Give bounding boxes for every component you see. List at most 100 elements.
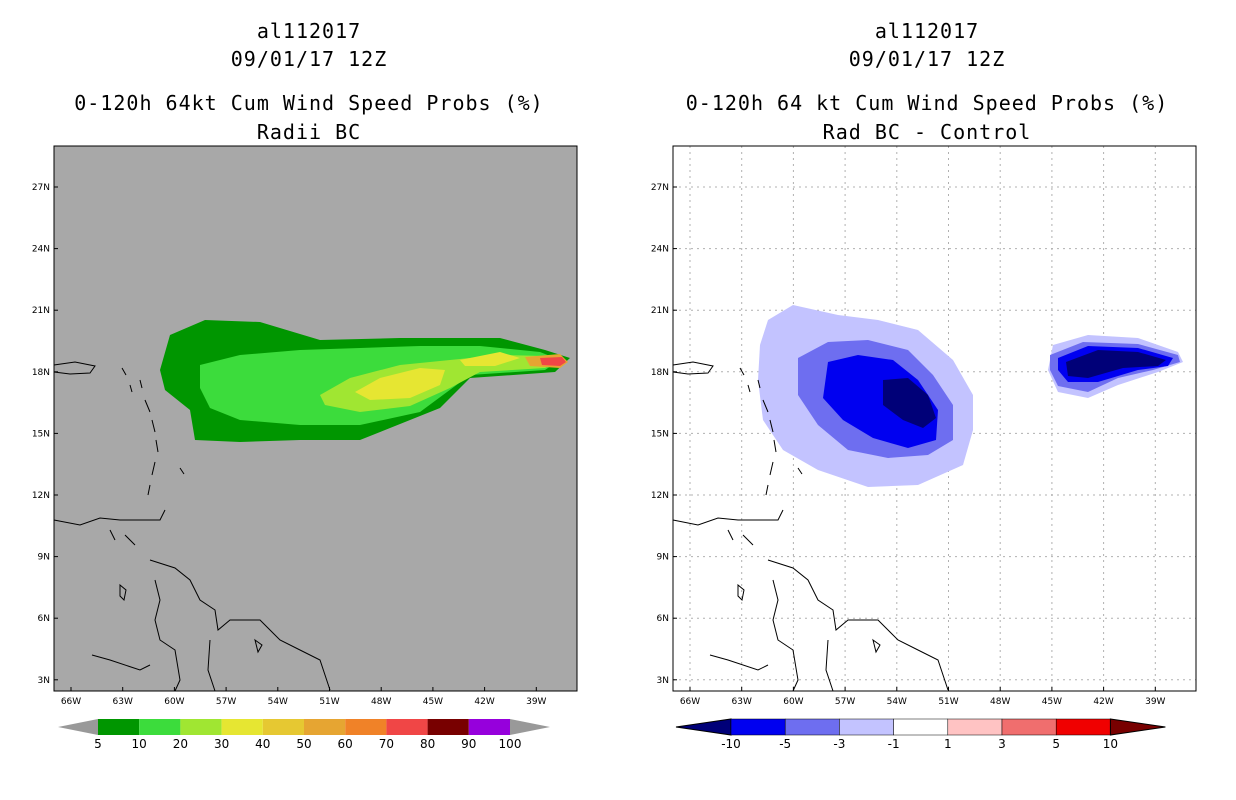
colorbar-segment [784, 718, 840, 736]
lon-label: 66W [61, 697, 81, 707]
colorbar-label: 80 [420, 737, 435, 751]
lon-label: 42W [474, 697, 494, 707]
colorbar-label: 70 [379, 737, 394, 751]
colorbar-label: 5 [1052, 737, 1060, 751]
lat-label: 12N [651, 491, 669, 501]
gridlines [673, 146, 1196, 691]
coastline-lake [737, 583, 881, 654]
colorbar-segment [180, 719, 222, 735]
colorbar-arrow-high [510, 719, 550, 735]
colorbar-label: 3 [998, 737, 1006, 751]
right-map-panel: al112017 09/01/17 12Z 0-120h 64 kt Cum W… [618, 0, 1236, 800]
storm-id-title: al112017 [256, 19, 362, 43]
latitude-labels: 27N 24N 21N 18N 15N 12N 9N 6N 3N [651, 183, 677, 686]
colorbar-segment [386, 719, 428, 735]
map-plot: 27N 24N 21N 18N 15N 12N 9N 6N 3N 66W 63W 60W 57W 54W… [32, 145, 578, 751]
colorbar-arrow-high [1109, 718, 1166, 736]
lat-label: 21N [32, 306, 50, 316]
colorbar-segment [139, 719, 181, 735]
colorbar-label: 100 [499, 737, 522, 751]
lat-label: 6N [38, 614, 50, 624]
lon-label: 57W [216, 697, 236, 707]
subtitle: Radii BC [256, 120, 362, 144]
colorbar-segment [1001, 718, 1057, 736]
colorbar-segment [262, 719, 304, 735]
lat-label: 6N [657, 614, 669, 624]
lat-label: 12N [32, 491, 50, 501]
map-frame [672, 145, 1197, 692]
colorbar-label: -5 [779, 737, 791, 751]
colorbar-label: 60 [338, 737, 353, 751]
colorbar: -10 -5 -3 -1 1 3 5 10 [675, 718, 1166, 751]
coastline-guyana [709, 579, 834, 692]
colorbar-label: 10 [1103, 737, 1118, 751]
colorbar-label: 40 [255, 737, 270, 751]
colorbar-label: -10 [721, 737, 741, 751]
lat-label: 3N [38, 676, 50, 686]
lon-label: 51W [319, 697, 339, 707]
colorbar-segment [839, 718, 894, 736]
lat-label: 15N [651, 429, 669, 439]
contour-80 [540, 357, 566, 366]
colorbar-label: -1 [888, 737, 900, 751]
difference-contours [758, 305, 1183, 487]
lon-label: 42W [1093, 697, 1113, 707]
lat-label: 27N [32, 183, 50, 193]
lon-label: 51W [938, 697, 958, 707]
longitude-labels: 66W 63W 60W 57W 54W 51W 48W 45W 42W 39W [61, 687, 547, 707]
datetime-title: 09/01/17 12Z [848, 47, 1006, 71]
lat-label: 27N [651, 183, 669, 193]
colorbar-label: 30 [214, 737, 229, 751]
colorbar-label: 50 [296, 737, 311, 751]
lat-label: 9N [38, 553, 50, 563]
colorbar-label: 1 [944, 737, 952, 751]
colorbar-segment [1055, 718, 1111, 736]
product-title: 0-120h 64kt Cum Wind Speed Probs (%) [74, 91, 544, 115]
colorbar-segment [730, 718, 786, 736]
left-map-panel: al112017 09/01/17 12Z 0-120h 64kt Cum Wi… [32, 19, 578, 751]
colorbar-label: 10 [132, 737, 147, 751]
colorbar: 5 10 20 30 40 50 60 70 80 90 100 [58, 719, 550, 751]
coastline-guyana [91, 579, 216, 692]
colorbar-segment [98, 719, 140, 735]
colorbar-segment [427, 719, 469, 735]
datetime-title: 09/01/17 12Z [230, 47, 388, 71]
lon-label: 63W [732, 697, 752, 707]
colorbar-label: 5 [94, 737, 102, 751]
coastline-lesser-antilles [739, 367, 803, 496]
lon-label: 54W [887, 697, 907, 707]
coastline-venezuela [53, 509, 331, 691]
coastline-lake [119, 583, 263, 654]
map-plot: 27N 24N 21N 18N 15N 12N 9N 6N 3N 66W 63W 60W 57W 54W… [651, 145, 1197, 751]
colorbar-segment [893, 718, 949, 736]
colorbar-arrow-low [58, 719, 98, 735]
colorbar-label: 90 [461, 737, 476, 751]
longitude-labels: 66W 63W 60W 57W 54W 51W 48W 45W 42W 39W [680, 687, 1166, 707]
lon-label: 39W [1145, 697, 1165, 707]
lon-label: 66W [680, 697, 700, 707]
colorbar-segment [468, 719, 510, 735]
coastline-puerto-rico [672, 361, 714, 375]
colorbar-label: -3 [833, 737, 845, 751]
lon-label: 48W [990, 697, 1010, 707]
coastline-lesser-antilles [121, 367, 185, 496]
lon-label: 45W [1042, 697, 1062, 707]
map-frame [53, 145, 578, 692]
lat-label: 24N [651, 245, 669, 255]
lat-label: 18N [651, 368, 669, 378]
lon-label: 57W [835, 697, 855, 707]
lat-label: 24N [32, 245, 50, 255]
latitude-labels: 27N 24N 21N 18N 15N 12N 9N 6N 3N [32, 183, 58, 686]
probability-contours [160, 320, 570, 442]
coastlines [672, 361, 949, 692]
coastline-venezuela [672, 509, 949, 691]
lon-label: 60W [164, 697, 184, 707]
contour-minus-10 [883, 350, 1166, 428]
colorbar-segment [345, 719, 387, 735]
subtitle: Rad BC - Control [822, 120, 1032, 144]
lon-label: 63W [113, 697, 133, 707]
lat-label: 3N [657, 676, 669, 686]
coastlines [53, 361, 331, 692]
lat-label: 18N [32, 368, 50, 378]
storm-id-title: al112017 [874, 19, 980, 43]
